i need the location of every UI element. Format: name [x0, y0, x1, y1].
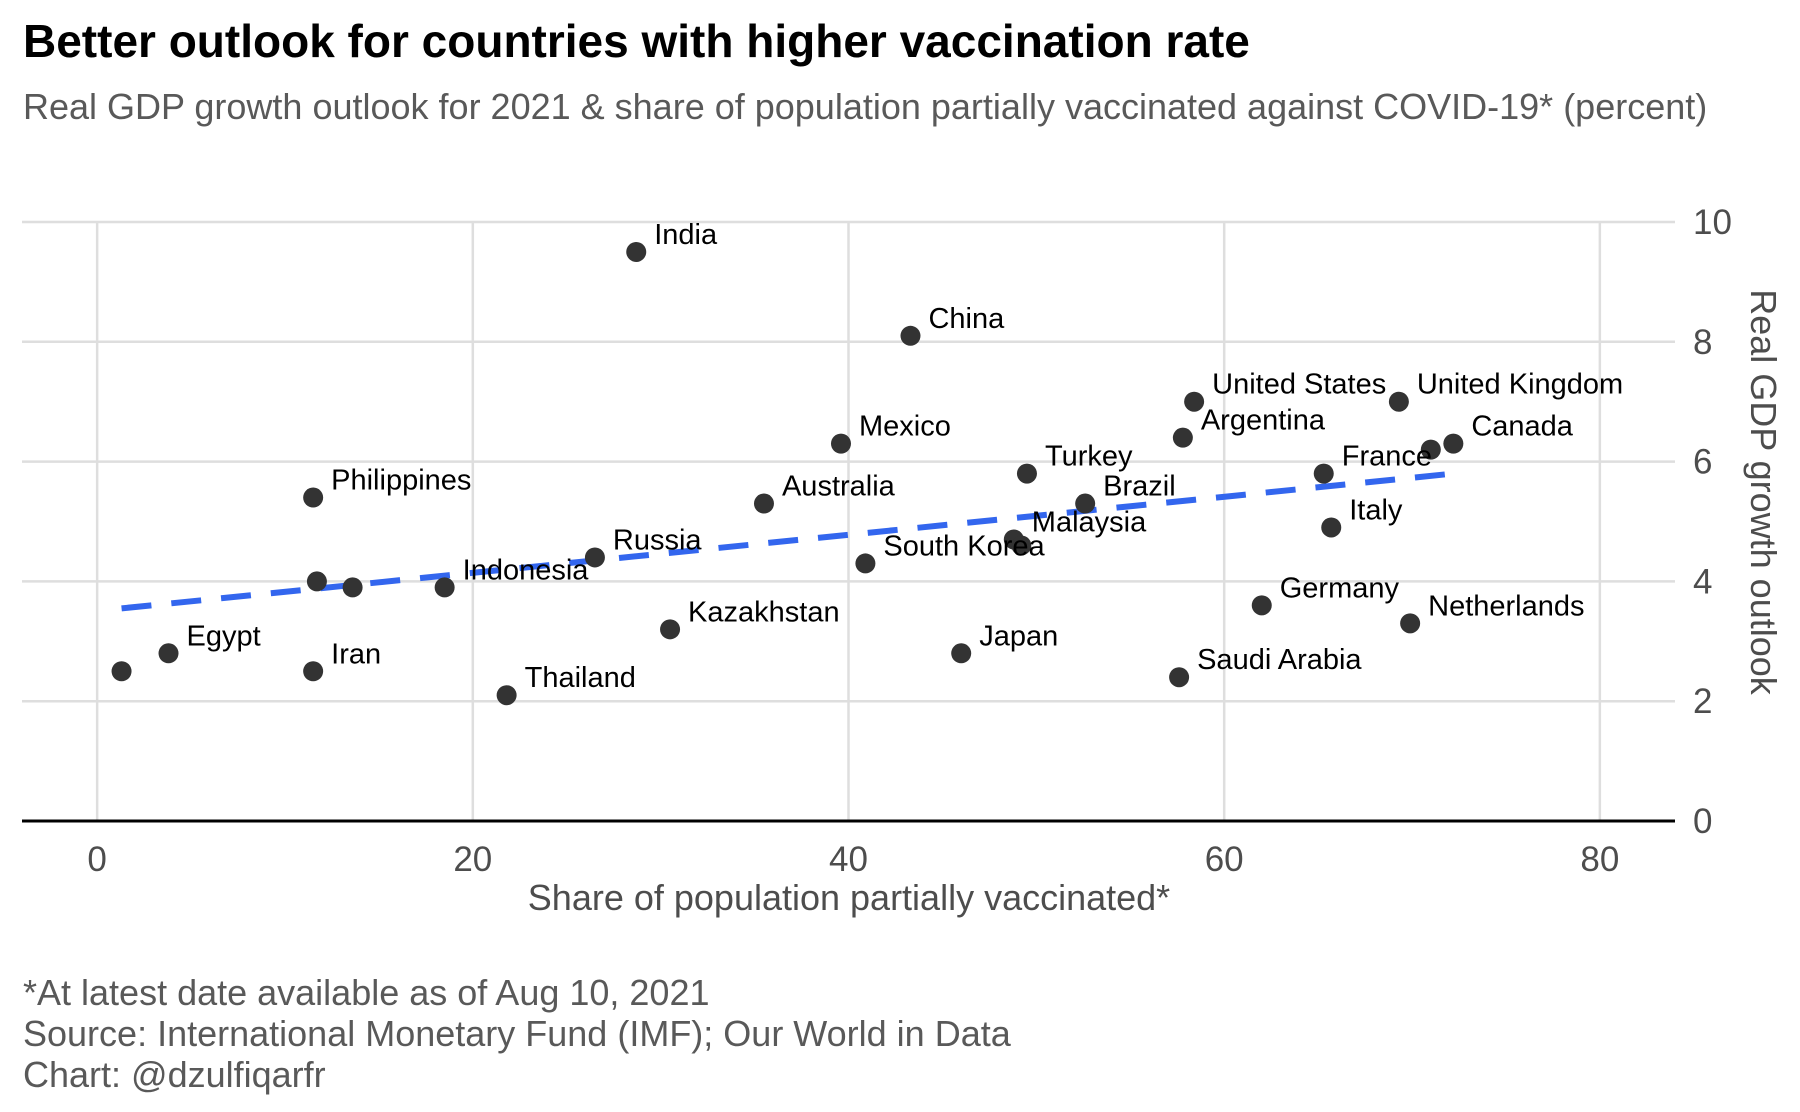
point-label: Philippines — [331, 465, 471, 497]
gridlines — [22, 220, 1675, 823]
data-point — [660, 619, 681, 640]
point-label: Mexico — [859, 411, 951, 443]
data-point — [111, 661, 132, 682]
data-point — [434, 577, 455, 598]
data-point — [1016, 463, 1037, 484]
data-point — [303, 487, 324, 508]
point-label: United Kingdom — [1417, 369, 1623, 401]
chart-subtitle: Real GDP growth outlook for 2021 & share… — [23, 86, 1708, 127]
point-label: Netherlands — [1428, 590, 1584, 622]
data-point — [1313, 463, 1334, 484]
data-point — [855, 553, 876, 574]
data-point — [900, 325, 921, 346]
data-point — [753, 493, 774, 514]
point-label: Germany — [1280, 572, 1400, 604]
x-tick-label: 60 — [1205, 840, 1244, 879]
data-point — [306, 571, 327, 592]
points-group — [111, 241, 1464, 706]
x-tick-label: 0 — [87, 840, 106, 879]
point-label: Thailand — [525, 662, 636, 694]
x-tick-label: 80 — [1580, 840, 1619, 879]
point-label: India — [654, 219, 718, 251]
data-point — [1075, 493, 1096, 514]
point-label: Iran — [331, 638, 381, 670]
point-label: Indonesia — [463, 554, 590, 586]
point-labels-group: Egypt Philippines Iran Indonesia Thailand Rus… — [187, 219, 1624, 694]
x-tick-label: 20 — [453, 840, 492, 879]
y-tick-label: 0 — [1693, 802, 1712, 841]
y-tick-label: 6 — [1693, 443, 1712, 482]
y-tick-label: 2 — [1693, 682, 1712, 721]
point-label: South Korea — [883, 530, 1045, 562]
point-label: Malaysia — [1032, 506, 1147, 538]
point-label: France — [1342, 441, 1432, 473]
point-label: China — [928, 303, 1005, 335]
y-tick-label: 4 — [1693, 562, 1712, 601]
point-label: Russia — [613, 524, 703, 556]
data-point — [1420, 439, 1441, 460]
x-axis-ticks: 0 20 40 60 80 — [87, 840, 1619, 879]
data-point — [1251, 595, 1272, 616]
data-point — [158, 643, 179, 664]
point-label: Turkey — [1045, 441, 1133, 473]
point-label: Australia — [782, 471, 896, 503]
x-axis-title: Share of population partially vaccinated… — [528, 877, 1170, 918]
point-label: Japan — [979, 620, 1058, 652]
data-point — [830, 433, 851, 454]
data-point — [626, 241, 647, 262]
y-axis-title: Real GDP growth outlook — [1743, 289, 1784, 696]
data-point — [1443, 433, 1464, 454]
point-label: Brazil — [1103, 471, 1176, 503]
data-point — [342, 577, 363, 598]
point-label: Saudi Arabia — [1197, 644, 1362, 676]
point-label: Italy — [1349, 494, 1403, 526]
point-label: Argentina — [1201, 405, 1326, 437]
point-label: Egypt — [187, 620, 261, 652]
data-point — [496, 685, 517, 706]
data-point — [1184, 391, 1205, 412]
y-axis-ticks: 0 2 4 6 8 10 — [1693, 203, 1732, 841]
data-point — [1388, 391, 1409, 412]
data-point — [584, 547, 605, 568]
data-point — [1321, 517, 1342, 538]
data-point — [1172, 427, 1193, 448]
caption-source: Source: International Monetary Fund (IMF… — [23, 1013, 1011, 1054]
chart-title: Better outlook for countries with higher… — [23, 15, 1250, 67]
data-point — [1011, 535, 1032, 556]
data-point — [1400, 613, 1421, 634]
data-point — [951, 643, 972, 664]
data-point — [303, 661, 324, 682]
point-label: United States — [1212, 369, 1386, 401]
y-tick-label: 10 — [1693, 203, 1732, 242]
chart-caption: *At latest date available as of Aug 10, … — [23, 972, 1011, 1095]
y-tick-label: 8 — [1693, 323, 1712, 362]
x-tick-label: 40 — [829, 840, 868, 879]
point-label: Canada — [1471, 411, 1573, 443]
data-point — [1169, 667, 1190, 688]
caption-credit: Chart: @dzulfiqarfr — [23, 1054, 326, 1095]
caption-note: *At latest date available as of Aug 10, … — [23, 972, 710, 1013]
point-label: Kazakhstan — [688, 596, 840, 628]
